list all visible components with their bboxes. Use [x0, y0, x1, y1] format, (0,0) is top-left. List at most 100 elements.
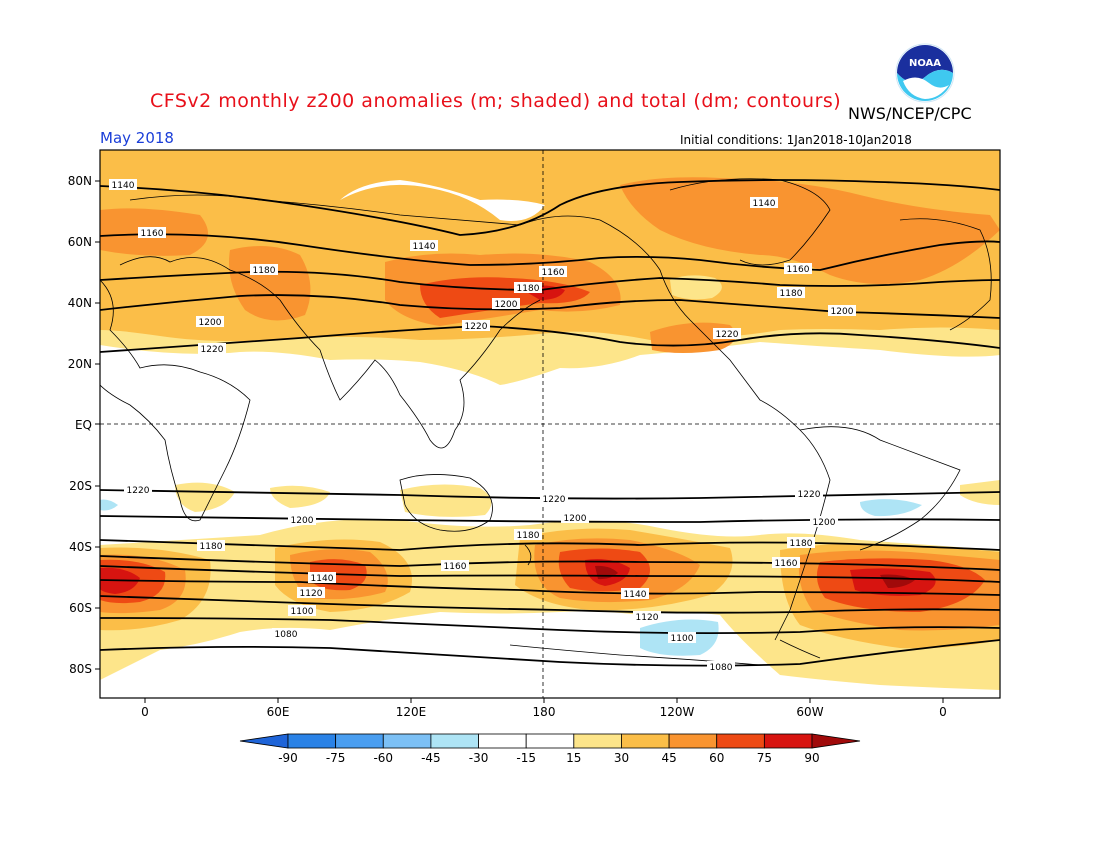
lon-label: 120W	[660, 705, 695, 719]
contour-label: 1160	[539, 266, 567, 278]
svg-text:1160: 1160	[775, 559, 798, 569]
lat-label: 40N	[68, 296, 92, 310]
colorbar-tick-label: 30	[614, 751, 629, 765]
contour-label: 1200	[810, 516, 838, 528]
colorbar-segment	[716, 733, 765, 749]
svg-text:1140: 1140	[311, 574, 334, 584]
colorbar-tick-label: -45	[421, 751, 441, 765]
colorbar-segment	[382, 733, 432, 749]
color-bar: -90 -75 -60 -45 -30 -15 15 30 45 60 75 90	[239, 733, 861, 765]
contour-label: 1180	[514, 529, 542, 541]
svg-text:1160: 1160	[444, 562, 467, 572]
colorbar-segment	[525, 733, 575, 749]
logo-text: NOAA	[909, 58, 941, 69]
svg-text:1180: 1180	[517, 531, 540, 541]
svg-text:1200: 1200	[291, 516, 314, 526]
svg-text:1080: 1080	[710, 663, 733, 673]
svg-text:1220: 1220	[201, 345, 224, 355]
colorbar-segment	[668, 733, 718, 749]
contour-label: 1140	[621, 588, 649, 600]
contour-label: 1180	[514, 282, 542, 294]
svg-text:1200: 1200	[199, 318, 222, 328]
contour-label: 1220	[124, 484, 152, 496]
contour-label: 1220	[795, 488, 823, 500]
svg-text:1160: 1160	[141, 229, 164, 239]
svg-text:1140: 1140	[112, 181, 135, 191]
contour-label: 1120	[297, 587, 325, 599]
colorbar-tick-label: 75	[757, 751, 772, 765]
contour-label: 1160	[772, 557, 800, 569]
svg-text:1200: 1200	[495, 300, 518, 310]
contour-label: 1140	[750, 197, 778, 209]
colorbar-tick-label: -90	[278, 751, 298, 765]
lat-label: EQ	[75, 418, 92, 432]
colorbar-tick-label: -15	[516, 751, 536, 765]
colorbar-segment	[621, 733, 670, 749]
lon-label: 0	[939, 705, 947, 719]
colorbar-tick-label: 60	[709, 751, 724, 765]
contour-label: 1220	[540, 493, 568, 505]
svg-text:1180: 1180	[253, 266, 276, 276]
colorbar-tick-label: -75	[326, 751, 346, 765]
map-title: CFSv2 monthly z200 anomalies (m; shaded)…	[150, 90, 842, 112]
contour-label: 1140	[308, 572, 336, 584]
svg-text:1120: 1120	[636, 613, 659, 623]
svg-text:1220: 1220	[127, 486, 150, 496]
colorbar-segment	[763, 733, 813, 749]
contour-label: 1080	[707, 661, 735, 673]
longitude-labels: 0 60E 120E 180 120W 60W 0	[141, 705, 947, 719]
initial-conditions-label: Initial conditions: 1Jan2018-10Jan2018	[680, 133, 912, 147]
svg-text:1220: 1220	[716, 330, 739, 340]
lon-label: 0	[141, 705, 149, 719]
svg-text:1220: 1220	[798, 490, 821, 500]
colorbar-tick-label: -60	[373, 751, 393, 765]
colorbar-segment	[478, 733, 527, 749]
lon-label: 60W	[796, 705, 823, 719]
svg-text:1140: 1140	[753, 199, 776, 209]
contour-label: 1100	[288, 605, 316, 617]
agency-label: NWS/NCEP/CPC	[848, 104, 972, 123]
contour-label: 1200	[196, 316, 224, 328]
shade-south-15-a	[175, 482, 235, 512]
colorbar-segment	[287, 733, 337, 749]
latitude-labels: 80N 60N 40N 20N EQ 20S 40S 60S 80S	[68, 174, 92, 676]
svg-text:1180: 1180	[790, 539, 813, 549]
contour-label: 1160	[138, 227, 166, 239]
contour-label: 1080	[272, 628, 300, 640]
svg-text:1120: 1120	[300, 589, 323, 599]
svg-text:1200: 1200	[564, 514, 587, 524]
lat-label: 60N	[68, 235, 92, 249]
contour-label: 1200	[828, 305, 856, 317]
lat-label: 20S	[69, 479, 92, 493]
contour-label: 1220	[713, 328, 741, 340]
lat-label: 40S	[69, 540, 92, 554]
contour-label: 1180	[250, 264, 278, 276]
contour-label: 1140	[109, 179, 137, 191]
svg-text:1180: 1180	[780, 289, 803, 299]
contour-label: 1180	[777, 287, 805, 299]
shade-north-white	[340, 180, 545, 221]
contour-label: 1200	[561, 512, 589, 524]
lat-label: 60S	[69, 601, 92, 615]
svg-text:1140: 1140	[413, 242, 436, 252]
valid-month-label: May 2018	[100, 129, 174, 147]
svg-text:1100: 1100	[291, 607, 314, 617]
contour-label: 1180	[197, 540, 225, 552]
contour-label: 1200	[288, 514, 316, 526]
colorbar-segment	[430, 733, 479, 749]
colorbar-tick-label: 45	[661, 751, 676, 765]
lon-label: 180	[533, 705, 556, 719]
svg-text:1180: 1180	[200, 542, 223, 552]
colorbar-segment	[573, 733, 622, 749]
contour-label: 1200	[492, 298, 520, 310]
svg-text:1100: 1100	[671, 634, 694, 644]
colorbar-segment	[335, 733, 384, 749]
svg-text:1200: 1200	[813, 518, 836, 528]
contour-label: 1120	[633, 611, 661, 623]
svg-text:1140: 1140	[624, 590, 647, 600]
contour-label: 1180	[787, 537, 815, 549]
svg-text:1080: 1080	[275, 630, 298, 640]
lat-label: 80N	[68, 174, 92, 188]
lon-label: 60E	[267, 705, 290, 719]
